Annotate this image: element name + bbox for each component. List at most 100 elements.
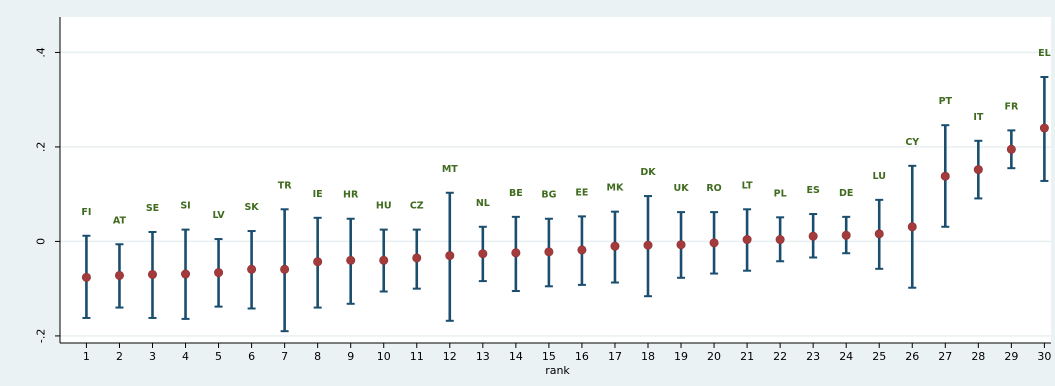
x-tick-label: 9 bbox=[347, 350, 354, 363]
point-marker bbox=[478, 249, 488, 259]
x-tick-label: 15 bbox=[542, 350, 556, 363]
point-marker bbox=[346, 255, 356, 265]
point-marker bbox=[676, 240, 686, 250]
point-marker bbox=[247, 264, 257, 274]
country-label: HU bbox=[376, 201, 392, 212]
point-marker bbox=[445, 251, 455, 261]
country-label: MT bbox=[442, 164, 458, 175]
x-axis-title: rank bbox=[545, 364, 570, 377]
x-tick-label: 23 bbox=[806, 350, 820, 363]
x-tick-label: 18 bbox=[641, 350, 655, 363]
point-marker bbox=[709, 238, 719, 248]
x-tick-label: 25 bbox=[872, 350, 886, 363]
country-label: HR bbox=[343, 190, 359, 201]
country-label: RO bbox=[706, 183, 721, 194]
point-marker bbox=[973, 165, 983, 175]
country-label: SK bbox=[244, 202, 259, 213]
country-label: ES bbox=[806, 185, 819, 196]
country-label: EE bbox=[575, 187, 588, 198]
country-label: EL bbox=[1038, 48, 1051, 59]
x-tick-label: 22 bbox=[773, 350, 787, 363]
x-tick-label: 16 bbox=[575, 350, 589, 363]
point-marker bbox=[114, 270, 124, 280]
x-tick-label: 28 bbox=[971, 350, 985, 363]
x-tick-label: 1 bbox=[83, 350, 90, 363]
error-bars bbox=[82, 76, 1049, 333]
country-label: FI bbox=[81, 207, 91, 218]
point-marker bbox=[775, 235, 785, 245]
country-label: FR bbox=[1004, 101, 1018, 112]
point-marker bbox=[181, 269, 191, 279]
y-tick-label: .2 bbox=[35, 142, 48, 153]
x-tick-label: 7 bbox=[281, 350, 288, 363]
point-marker bbox=[379, 255, 389, 265]
x-tick-label: 26 bbox=[905, 350, 919, 363]
country-label: LV bbox=[213, 210, 226, 221]
x-tick-label: 4 bbox=[182, 350, 189, 363]
x-tick-label: 27 bbox=[938, 350, 952, 363]
point-labels: FI AT SE SI LV SK TR IE HR HU CZ MT NL BE BG EE MK DK UK RO… bbox=[81, 48, 1050, 226]
point-marker bbox=[412, 253, 422, 263]
country-label: BE bbox=[509, 188, 523, 199]
x-tick-label: 21 bbox=[740, 350, 754, 363]
country-label: PL bbox=[774, 188, 787, 199]
y-tick-label: -.2 bbox=[35, 329, 48, 343]
x-tick-label: 6 bbox=[248, 350, 255, 363]
x-tick-label: 8 bbox=[314, 350, 321, 363]
x-tick-label: 29 bbox=[1004, 350, 1018, 363]
point-marker bbox=[808, 231, 818, 241]
x-tick-label: 12 bbox=[443, 350, 457, 363]
country-label: UK bbox=[673, 183, 689, 194]
point-marker bbox=[874, 229, 884, 239]
point-markers bbox=[81, 123, 1049, 282]
country-label: CY bbox=[905, 137, 919, 148]
country-label: IT bbox=[973, 112, 984, 123]
point-marker bbox=[280, 264, 290, 274]
point-marker bbox=[1006, 144, 1016, 154]
x-tick-label: 14 bbox=[509, 350, 523, 363]
y-tick-label: .4 bbox=[35, 47, 48, 58]
country-label: IE bbox=[313, 189, 323, 200]
point-marker bbox=[313, 257, 323, 267]
point-marker bbox=[643, 240, 653, 250]
country-label: NL bbox=[476, 198, 490, 209]
point-marker bbox=[610, 241, 620, 251]
point-marker bbox=[147, 269, 157, 279]
x-tick-label: 5 bbox=[215, 350, 222, 363]
country-label: DE bbox=[839, 188, 853, 199]
country-label: TR bbox=[278, 180, 292, 191]
country-label: CZ bbox=[410, 201, 424, 212]
point-marker bbox=[81, 272, 91, 282]
x-tick-label: 20 bbox=[707, 350, 721, 363]
country-label: BG bbox=[541, 190, 556, 201]
x-tick-label: 13 bbox=[476, 350, 490, 363]
point-marker bbox=[841, 230, 851, 240]
country-label: DK bbox=[640, 167, 656, 178]
country-label: SE bbox=[146, 203, 159, 214]
point-marker bbox=[214, 268, 224, 278]
point-marker bbox=[742, 235, 752, 245]
gridlines bbox=[60, 51, 1051, 337]
x-tick-label: 30 bbox=[1037, 350, 1051, 363]
country-label: AT bbox=[113, 215, 127, 226]
x-tick-label: 10 bbox=[377, 350, 391, 363]
y-tick-label: 0 bbox=[35, 238, 48, 245]
point-marker bbox=[544, 247, 554, 257]
country-label: PT bbox=[939, 96, 953, 107]
country-label: LU bbox=[873, 171, 886, 182]
x-tick-label: 11 bbox=[410, 350, 424, 363]
country-label: SI bbox=[180, 201, 190, 212]
x-tick-label: 2 bbox=[116, 350, 123, 363]
country-label: MK bbox=[607, 183, 624, 194]
x-tick-label: 24 bbox=[839, 350, 853, 363]
x-tick-label: 3 bbox=[149, 350, 156, 363]
y-ticks: -.2 0 .2 .4 bbox=[35, 47, 60, 343]
point-marker bbox=[1039, 123, 1049, 133]
point-marker bbox=[511, 248, 521, 258]
x-tick-label: 19 bbox=[674, 350, 688, 363]
country-label: LT bbox=[742, 180, 753, 191]
plot-area bbox=[60, 17, 1051, 343]
x-tick-label: 17 bbox=[608, 350, 622, 363]
